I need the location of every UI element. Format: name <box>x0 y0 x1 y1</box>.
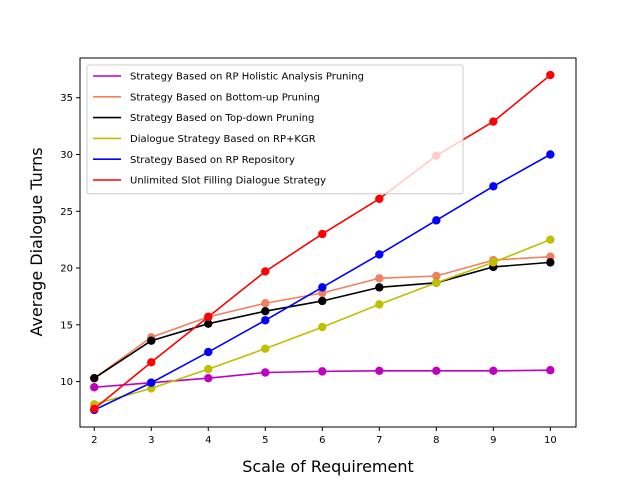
legend-label: Strategy Based on RP Holistic Analysis P… <box>130 72 364 83</box>
legend-frame <box>86 64 464 195</box>
x-tick-label: 6 <box>319 435 325 446</box>
series-4 <box>90 235 555 409</box>
data-point <box>90 373 99 383</box>
data-point <box>546 70 555 80</box>
data-point <box>375 283 384 292</box>
data-point <box>546 150 555 159</box>
y-axis-label: Average Dialogue Turns <box>27 147 46 336</box>
legend-item: Strategy Based on Bottom-up Pruning <box>93 92 320 103</box>
data-point <box>489 258 498 267</box>
axes-frame <box>79 57 577 428</box>
data-point <box>318 296 327 306</box>
y-tick-label: 35 <box>60 93 73 104</box>
data-point <box>261 344 270 353</box>
y-tick-label: 10 <box>60 377 73 388</box>
legend-item: Strategy Based on RP Holistic Analysis P… <box>93 72 364 83</box>
data-point <box>261 316 270 325</box>
data-point <box>432 271 441 281</box>
data-point <box>90 383 99 392</box>
data-point <box>204 319 213 328</box>
data-point <box>432 278 441 288</box>
x-tick-label: 9 <box>490 435 496 446</box>
data-point <box>375 250 384 259</box>
data-point <box>375 274 384 283</box>
data-point <box>90 404 99 414</box>
data-point <box>318 322 327 332</box>
data-point <box>261 299 270 308</box>
data-point <box>489 366 498 375</box>
data-point <box>147 358 156 367</box>
y-tick-label: 30 <box>60 150 73 161</box>
data-point <box>318 283 327 292</box>
data-point <box>432 216 441 225</box>
x-axis-label: Scale of Requirement <box>242 457 414 476</box>
data-point <box>489 117 498 126</box>
y-tick-label: 20 <box>60 264 73 275</box>
x-tick-label: 4 <box>205 435 211 446</box>
data-point <box>204 312 213 322</box>
y-tick-label: 25 <box>60 207 73 218</box>
data-point <box>375 300 384 309</box>
legend-label: Unlimited Slot Filling Dialogue Strategy <box>130 176 326 187</box>
x-tick-label: 8 <box>433 435 439 446</box>
legend-item: Dialogue Strategy Based on RP+KGR <box>93 134 316 145</box>
data-point <box>318 367 327 376</box>
data-point <box>546 258 555 267</box>
axes: 2 3 4 5 6 7 8 9 10 10 15 20 25 30 35 <box>60 57 577 446</box>
data-point <box>261 306 270 316</box>
data-point <box>147 378 156 387</box>
data-point <box>147 336 156 345</box>
x-tick-label: 5 <box>262 435 268 446</box>
data-point <box>204 373 213 383</box>
legend-item: Strategy Based on RP Repository <box>93 155 295 166</box>
legend-label: Strategy Based on Bottom-up Pruning <box>130 92 320 103</box>
data-point <box>375 194 384 203</box>
legend-label: Dialogue Strategy Based on RP+KGR <box>130 134 316 145</box>
data-point <box>318 229 327 239</box>
y-tick-label: 15 <box>60 320 73 331</box>
legend-label: Strategy Based on RP Repository <box>130 155 295 166</box>
legend-label: Strategy Based on Top-down Pruning <box>130 113 314 124</box>
x-tick-label: 3 <box>148 435 154 446</box>
data-point <box>546 235 555 244</box>
plot-area <box>90 70 555 415</box>
data-point <box>261 368 270 377</box>
data-point <box>375 366 384 375</box>
data-point <box>204 347 213 357</box>
legend-item: Unlimited Slot Filling Dialogue Strategy <box>93 176 326 187</box>
data-point <box>432 366 441 375</box>
data-point <box>204 364 213 374</box>
x-tick-label: 10 <box>544 435 557 446</box>
data-point <box>546 366 555 375</box>
x-tick-label: 7 <box>376 435 382 446</box>
data-point <box>261 267 270 276</box>
data-point <box>489 182 498 191</box>
legend-item: Strategy Based on Top-down Pruning <box>93 113 314 124</box>
legend: Strategy Based on RP Holistic Analysis P… <box>86 64 464 195</box>
x-tick-label: 2 <box>91 435 97 446</box>
